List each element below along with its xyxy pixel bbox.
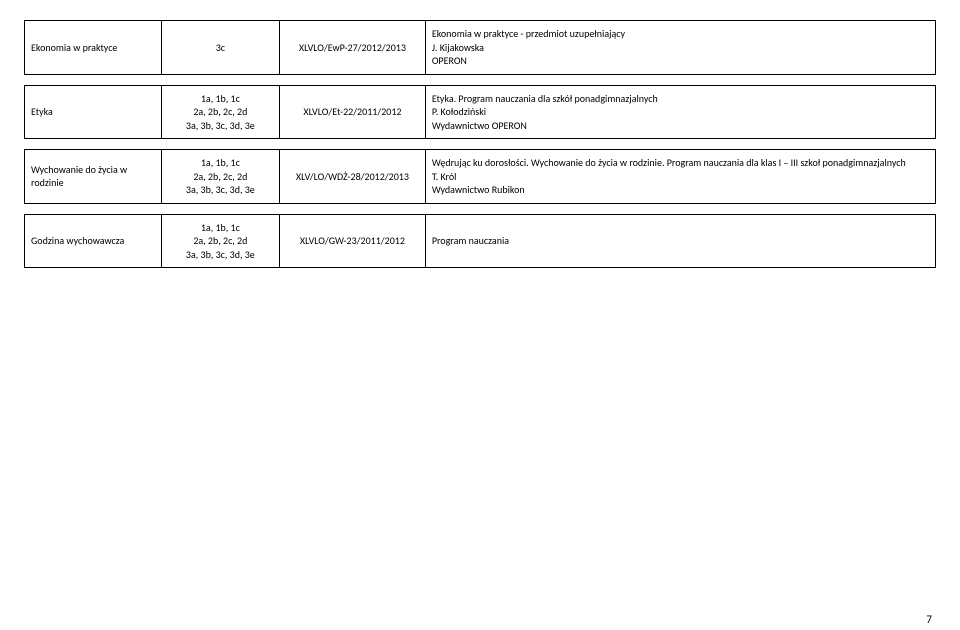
spacer-cell: [25, 203, 936, 214]
cell-subject: Etyka: [25, 85, 162, 139]
cell-code: XLVLO/Et-22/2011/2012: [280, 85, 426, 139]
cell-classes: 1a, 1b, 1c2a, 2b, 2c, 2d3a, 3b, 3c, 3d, …: [161, 214, 279, 268]
spacer-cell: [25, 74, 936, 85]
page-number: 7: [926, 613, 932, 626]
cell-subject: Ekonomia w praktyce: [25, 21, 162, 75]
spacer-cell: [25, 139, 936, 150]
table-row: Etyka1a, 1b, 1c2a, 2b, 2c, 2d3a, 3b, 3c,…: [25, 85, 936, 139]
cell-code: XLV/LO/WDŻ-28/2012/2013: [280, 150, 426, 204]
cell-description: Ekonomia w praktyce - przedmiot uzupełni…: [425, 21, 935, 75]
cell-code: XLVLO/GW-23/2011/2012: [280, 214, 426, 268]
cell-description: Program nauczania: [425, 214, 935, 268]
curriculum-table: Ekonomia w praktyce3cXLVLO/EwP-27/2012/2…: [24, 20, 936, 268]
cell-description: Wędrując ku dorosłości. Wychowanie do ży…: [425, 150, 935, 204]
cell-subject: Godzina wychowawcza: [25, 214, 162, 268]
page: Ekonomia w praktyce3cXLVLO/EwP-27/2012/2…: [0, 0, 960, 630]
row-spacer: [25, 74, 936, 85]
cell-classes: 3c: [161, 21, 279, 75]
table-row: Ekonomia w praktyce3cXLVLO/EwP-27/2012/2…: [25, 21, 936, 75]
cell-description: Etyka. Program nauczania dla szkół ponad…: [425, 85, 935, 139]
cell-code: XLVLO/EwP-27/2012/2013: [280, 21, 426, 75]
table-row: Wychowanie do życia w rodzinie1a, 1b, 1c…: [25, 150, 936, 204]
table-row: Godzina wychowawcza1a, 1b, 1c2a, 2b, 2c,…: [25, 214, 936, 268]
cell-subject: Wychowanie do życia w rodzinie: [25, 150, 162, 204]
row-spacer: [25, 139, 936, 150]
cell-classes: 1a, 1b, 1c2a, 2b, 2c, 2d3a, 3b, 3c, 3d, …: [161, 85, 279, 139]
row-spacer: [25, 203, 936, 214]
cell-classes: 1a, 1b, 1c2a, 2b, 2c, 2d3a, 3b, 3c, 3d, …: [161, 150, 279, 204]
